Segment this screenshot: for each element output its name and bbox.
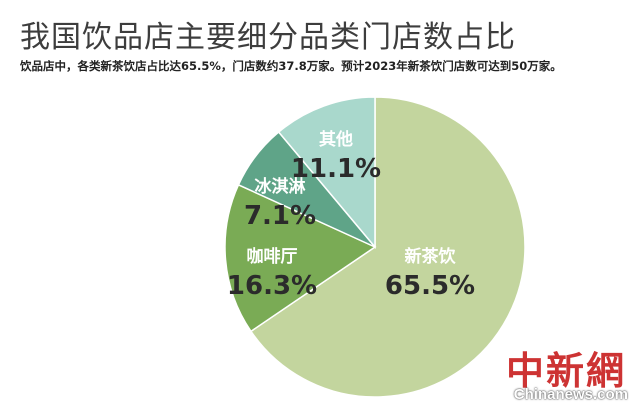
chart-subtitle: 饮品店中，各类新茶饮店占比达65.5%，门店数约37.8万家。预计2023年新茶… — [20, 59, 562, 73]
slice-value-2: 7.1% — [244, 201, 316, 231]
slice-label-0: 新茶饮 — [405, 246, 457, 267]
pie-slice-0 — [249, 96, 526, 398]
pie-slice-3 — [277, 96, 376, 250]
slice-value-3: 11.1% — [291, 154, 381, 184]
watermark-url: Chinanews.com — [513, 386, 628, 403]
slice-label-1: 咖啡厅 — [247, 246, 298, 267]
slice-value-1: 16.3% — [227, 271, 317, 301]
slice-value-0: 65.5% — [385, 271, 475, 301]
slice-label-3: 其他 — [319, 129, 353, 150]
chinanews-logo: 中新網 — [505, 348, 626, 393]
slice-label-2: 冰淇淋 — [255, 176, 306, 197]
chart-title: 我国饮品店主要细分品类门店数占比 — [20, 20, 516, 55]
pie-slice-1 — [224, 183, 377, 333]
